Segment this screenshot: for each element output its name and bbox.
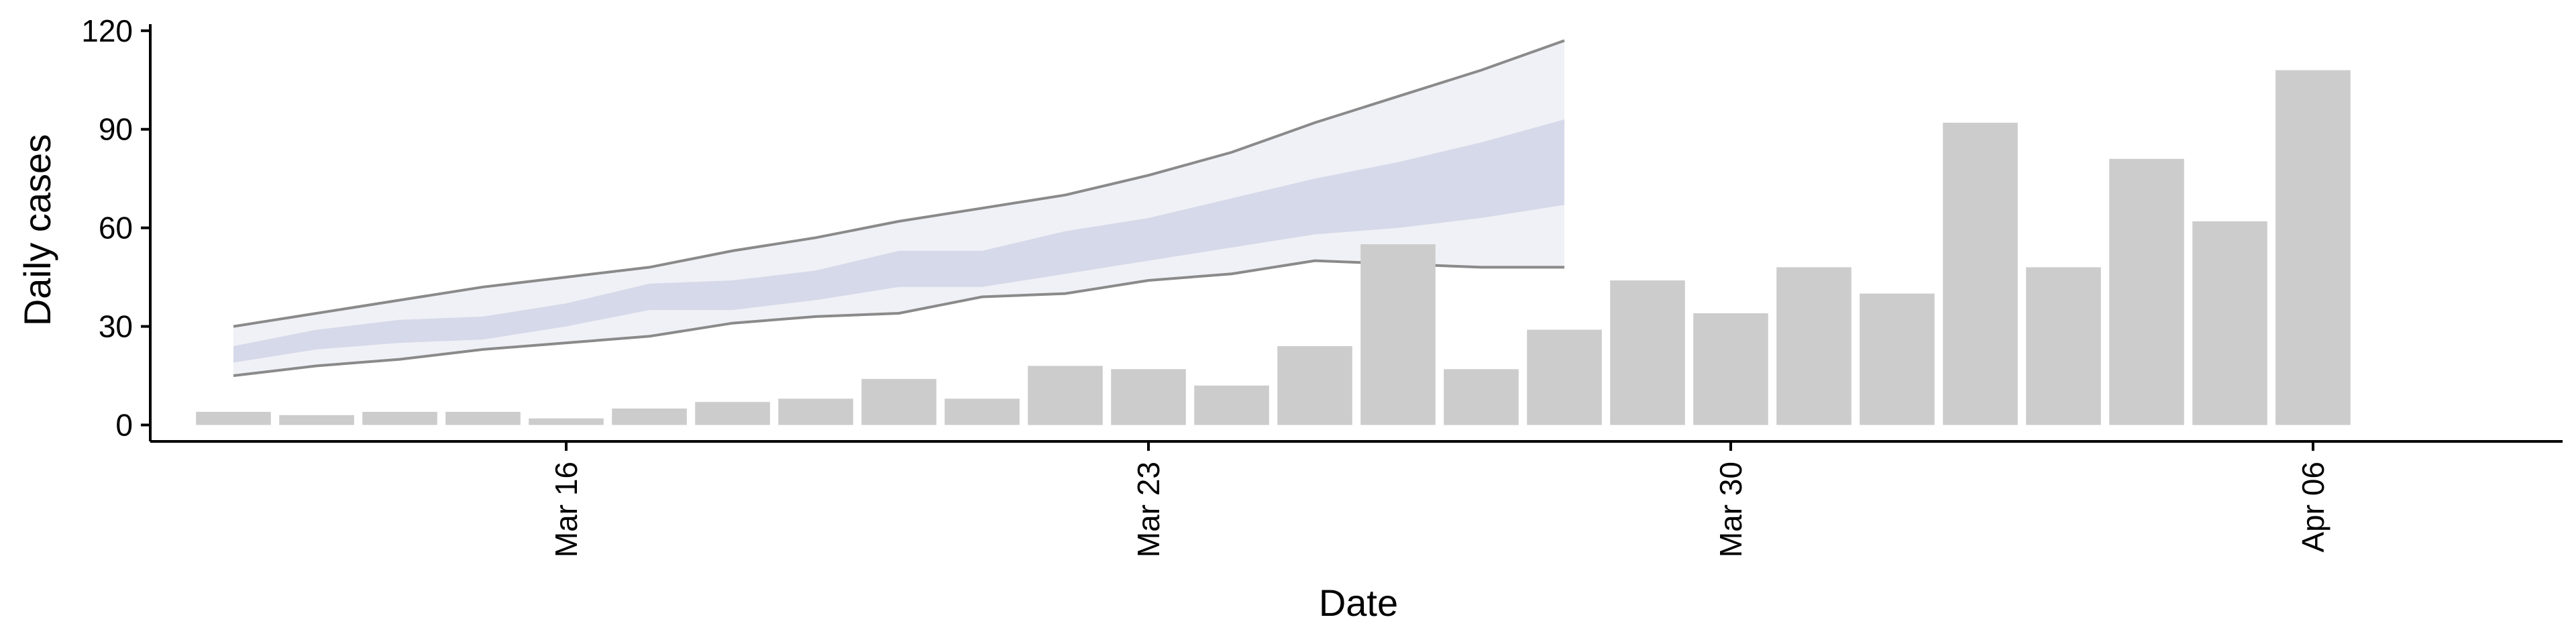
- axes: 0 30 60 90 120 Mar 16 Mar 23 Mar 30 Apr 06: [81, 13, 2563, 557]
- y-tick-label-90: 90: [99, 112, 133, 147]
- bar-2020-04-04: [2109, 158, 2184, 425]
- bar-2020-03-21: [945, 398, 1020, 425]
- bar-2020-03-28: [1527, 329, 1602, 425]
- bar-2020-03-17: [612, 409, 687, 425]
- band-50-interval: [233, 119, 1564, 363]
- bar-2020-03-18: [695, 402, 770, 425]
- bar-2020-03-19: [778, 398, 853, 425]
- x-tick-label-2020-03-30: Mar 30: [1713, 462, 1748, 557]
- bar-2020-03-20: [861, 378, 936, 425]
- y-axis-title: Daily cases: [16, 134, 58, 326]
- bar-2020-04-05: [2192, 221, 2267, 425]
- bar-2020-03-16: [529, 418, 604, 425]
- bar-2020-03-15: [445, 411, 521, 425]
- projection-bands: [233, 39, 1565, 377]
- bar-2020-03-31: [1776, 267, 1851, 425]
- bar-2020-03-13: [279, 415, 354, 425]
- bar-2020-03-24: [1194, 385, 1269, 425]
- daily-case-bars: [196, 70, 2351, 425]
- bar-2020-04-02: [1943, 122, 2018, 425]
- bar-2020-03-14: [362, 411, 437, 425]
- band-90-interval: [233, 40, 1564, 376]
- bar-2020-03-27: [1444, 369, 1519, 425]
- x-axis-ticks: Mar 16 Mar 23 Mar 30 Apr 06: [549, 441, 2330, 557]
- bar-2020-03-12: [196, 411, 271, 425]
- bar-2020-03-23: [1111, 369, 1186, 425]
- bar-2020-04-06: [2275, 70, 2351, 425]
- bar-2020-03-30: [1693, 313, 1768, 425]
- band-lower-line: [233, 259, 1564, 377]
- bar-2020-04-03: [2026, 267, 2101, 425]
- x-tick-label-2020-03-16: Mar 16: [549, 462, 584, 557]
- x-tick-label-2020-04-06: Apr 06: [2296, 462, 2330, 553]
- band-upper-line: [233, 39, 1565, 328]
- bar-2020-03-26: [1360, 244, 1436, 425]
- y-tick-label-120: 120: [81, 13, 133, 48]
- y-tick-label-30: 30: [99, 309, 133, 344]
- y-tick-label-0: 0: [115, 408, 133, 443]
- bar-2020-03-29: [1610, 280, 1685, 425]
- x-axis-title: Date: [1319, 582, 1398, 624]
- bar-2020-04-01: [1860, 293, 1935, 425]
- bar-2020-03-22: [1028, 366, 1103, 425]
- y-tick-label-60: 60: [99, 211, 133, 246]
- bar-2020-03-25: [1277, 346, 1352, 425]
- x-tick-label-2020-03-23: Mar 23: [1131, 462, 1166, 557]
- y-axis-ticks: 0 30 60 90 120: [81, 13, 150, 443]
